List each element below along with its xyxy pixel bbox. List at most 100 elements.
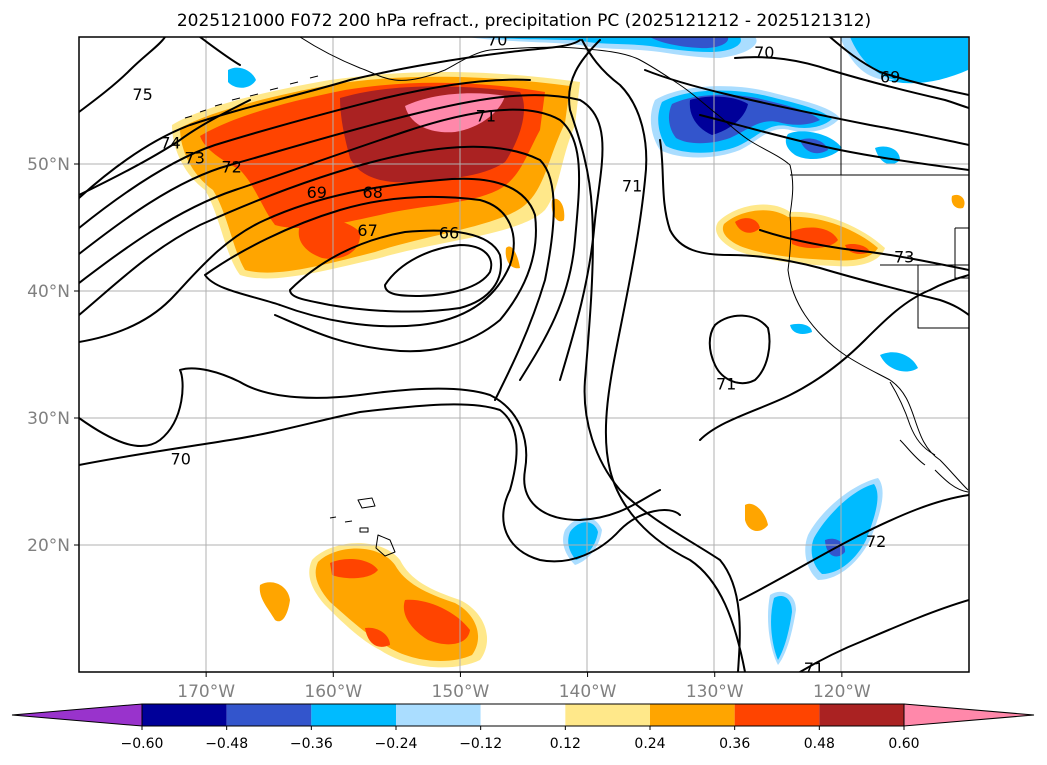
colorbar-outline xyxy=(141,703,905,727)
contour-67 xyxy=(289,229,502,313)
colorbar-tick-label: −0.36 xyxy=(290,736,333,752)
colorbar-tick-label: 0.60 xyxy=(888,736,919,752)
contour-label: 71 xyxy=(804,659,824,678)
contour-69-north xyxy=(829,37,969,96)
negative-anomaly-northeast-light xyxy=(840,37,895,81)
contour-72-north xyxy=(699,114,969,171)
colorbar-segment xyxy=(650,704,735,726)
contour-71-loop xyxy=(708,314,771,385)
contour-70-west xyxy=(79,145,555,401)
negative-anomaly-small-1 xyxy=(228,67,256,88)
lat-tick-label: 40°N xyxy=(27,282,70,302)
contour-label: 73 xyxy=(894,248,914,267)
contour-72-east xyxy=(699,274,969,441)
contour-75 xyxy=(79,37,166,113)
contour-label-group: 75 74 73 72 71 69 68 67 66 70 70 69 71 73 71 70 72 71 xyxy=(132,31,914,678)
coastline-aleutians xyxy=(184,75,319,119)
contour-label: 70 xyxy=(754,43,774,62)
positive-anomaly-california-red xyxy=(735,218,870,254)
lon-tick-label: 130°W xyxy=(686,682,744,702)
longitude-tick-labels: 170°W 160°W 150°W 140°W 130°W 120°W xyxy=(177,672,871,702)
positive-anomaly-north-pacific-pink xyxy=(405,93,505,133)
coastline-hawaii xyxy=(329,497,396,557)
lon-tick-label: 120°W xyxy=(813,682,871,702)
latitude-tick-labels: 50°N 40°N 30°N 20°N xyxy=(27,155,79,556)
lon-tick-label: 150°W xyxy=(432,682,490,702)
colorbar-segment xyxy=(311,704,396,726)
colorbar-tick-label: −0.24 xyxy=(375,736,418,752)
contour-71-west xyxy=(79,108,581,381)
lon-tick-label: 170°W xyxy=(177,682,235,702)
coastline-baja xyxy=(889,381,936,466)
lat-tick-label: 30°N xyxy=(27,409,70,429)
border-state-lines xyxy=(840,37,969,329)
contour-68 xyxy=(204,196,515,328)
contour-label: 67 xyxy=(357,221,377,240)
colorbar-tick-label: 0.24 xyxy=(634,736,665,752)
colorbar-segment xyxy=(734,704,820,726)
colorbar-segment xyxy=(565,704,650,726)
map-area: 75 74 73 72 71 69 68 67 66 70 70 69 71 73 71 70 72 71 xyxy=(79,31,969,678)
lon-tick-label: 160°W xyxy=(304,682,362,702)
contour-label: 68 xyxy=(363,183,383,202)
contour-71-south xyxy=(79,367,661,521)
contour-70-north xyxy=(734,56,969,109)
contour-label: 71 xyxy=(622,177,642,196)
contour-71-center xyxy=(581,39,746,672)
colorbar-tick-label: −0.12 xyxy=(459,736,502,752)
contour-label: 70 xyxy=(171,450,191,469)
negative-anomaly-mexico-inner xyxy=(771,484,878,660)
lon-tick-label: 140°W xyxy=(559,682,617,702)
contour-label: 71 xyxy=(716,375,736,394)
negative-anomaly-central-pacific-inner xyxy=(568,522,598,560)
contour-69 xyxy=(79,177,537,353)
coastline-west-coast xyxy=(787,164,969,491)
map-frame xyxy=(78,36,970,673)
colorbar-extend-high xyxy=(903,703,1035,727)
colorbar-segment xyxy=(819,704,904,726)
contour-72-south xyxy=(739,494,969,601)
contour-66 xyxy=(384,244,493,297)
contour-label: 72 xyxy=(866,532,886,551)
contour-71-north xyxy=(644,69,969,146)
lat-tick-label: 20°N xyxy=(27,536,70,556)
contour-label: 66 xyxy=(439,224,459,243)
colorbar-tick-label: −0.48 xyxy=(205,736,248,752)
colorbar-extend-low xyxy=(11,703,143,727)
negative-anomaly-gulf-alaska-blue xyxy=(650,37,729,49)
colorbar-tick-label: 0.12 xyxy=(550,736,581,752)
contour-74 xyxy=(79,39,581,199)
positive-anomaly-small-south xyxy=(745,503,768,532)
lat-tick-label: 50°N xyxy=(27,155,70,175)
contour-70-south xyxy=(79,403,681,563)
contour-label: 69 xyxy=(307,183,327,202)
contour-71-east xyxy=(659,139,969,316)
contour-label: 72 xyxy=(221,158,241,177)
colorbar: −0.60 −0.48 −0.36 −0.24 −0.12 0.12 0.24 0.36 0.4… xyxy=(11,703,1035,752)
colorbar-segment xyxy=(226,704,312,726)
contour-label: 69 xyxy=(880,67,900,86)
contour-71-bottom xyxy=(799,599,969,672)
contour-label: 75 xyxy=(132,85,152,104)
positive-anomaly-hawaii-red xyxy=(330,558,470,647)
contour-label: 74 xyxy=(160,133,180,152)
contour-72-center xyxy=(568,39,741,672)
contour-label: 71 xyxy=(476,107,496,126)
refractivity-contours xyxy=(79,37,969,672)
colorbar-segment xyxy=(396,704,481,726)
contour-75-east xyxy=(199,37,241,66)
contour-73-east xyxy=(759,229,969,271)
contour-73 xyxy=(79,78,531,229)
map-title: 2025121000 F072 200 hPa refract., precip… xyxy=(177,11,871,31)
colorbar-tick-label: 0.48 xyxy=(804,736,835,752)
colorbar-tick-label: −0.60 xyxy=(121,736,164,752)
coastline-mexico-south xyxy=(934,469,969,493)
contour-label: 73 xyxy=(185,149,205,168)
colorbar-segment xyxy=(142,704,227,726)
colorbar-tick-label: 0.36 xyxy=(719,736,750,752)
colorbar-segment xyxy=(480,704,566,726)
contour-73-northwest xyxy=(79,99,251,196)
contour-label: 70 xyxy=(487,31,507,50)
positive-anomaly-small-west xyxy=(259,582,290,622)
